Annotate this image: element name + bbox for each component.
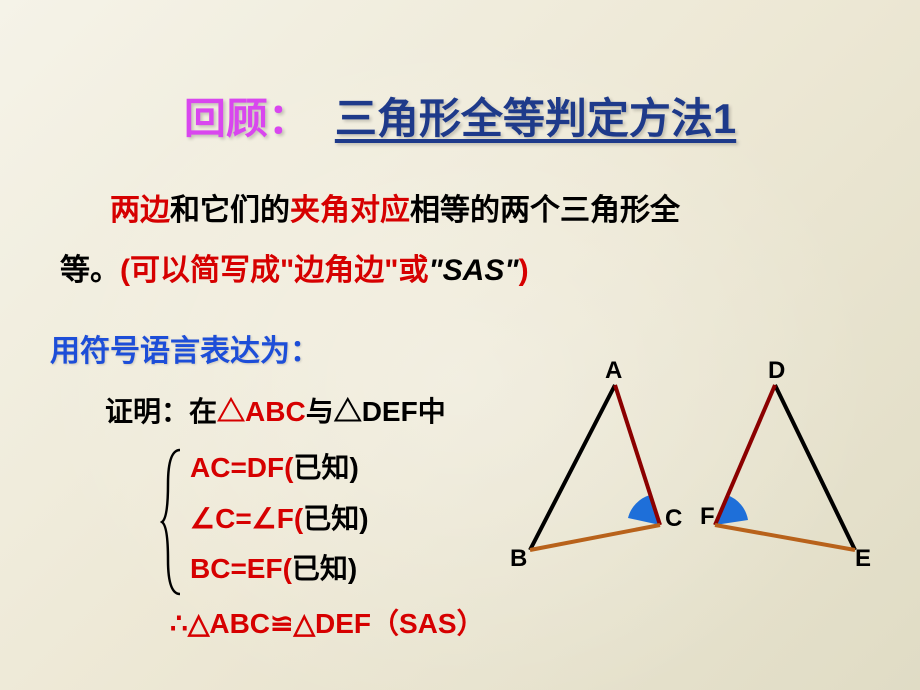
text-sides: 两边 bbox=[110, 194, 170, 227]
side-ab bbox=[530, 385, 615, 550]
text-and-def: 与△DEF中 bbox=[306, 396, 446, 427]
side-bc bbox=[530, 525, 660, 550]
side-de bbox=[775, 385, 855, 550]
cond2-close: ) bbox=[359, 503, 368, 534]
cond1-eq: AC=DF( bbox=[190, 452, 293, 483]
cond3-close: ) bbox=[348, 553, 357, 584]
cond2-eq: ∠C=∠F( bbox=[190, 503, 303, 534]
label-c: C bbox=[665, 505, 682, 533]
title-method: 三角形全等判定方法1 bbox=[335, 85, 736, 146]
text-paren-open: (可以简写成" bbox=[120, 254, 294, 287]
proof-text: 证明：在△ABC与△DEF中 AC=DF(已知) ∠C=∠F(已知) BC=EF… bbox=[40, 385, 510, 642]
symbolic-title: 用符号语言表达为： bbox=[50, 326, 880, 370]
label-e: E bbox=[855, 545, 871, 573]
para-line-2: 等。(可以简写成"边角边"或"SAS") bbox=[60, 241, 860, 301]
slide-content: 回顾： 三角形全等判定方法1 两边和它们的夹角对应相等的两个三角形全 等。(可以… bbox=[0, 0, 920, 682]
text-sas-cn: 边角边 bbox=[294, 254, 384, 287]
cond3-eq: BC=EF( bbox=[190, 553, 292, 584]
label-a: A bbox=[605, 357, 622, 385]
conditions-block: AC=DF(已知) ∠C=∠F(已知) BC=EF(已知) bbox=[105, 443, 510, 594]
cond1-close: ) bbox=[349, 452, 358, 483]
brace-icon bbox=[160, 448, 184, 598]
text-proof-in: 证明：在 bbox=[105, 396, 217, 427]
text-sas-en: "SAS" bbox=[428, 254, 518, 287]
text-triangle-abc: △ABC bbox=[217, 396, 306, 427]
cond1-known: 已知 bbox=[293, 452, 349, 483]
para-line-1: 两边和它们的夹角对应相等的两个三角形全 bbox=[110, 181, 860, 241]
title-row: 回顾： 三角形全等判定方法1 bbox=[40, 85, 880, 146]
side-df bbox=[715, 385, 775, 525]
label-f: F bbox=[700, 503, 715, 531]
text-or: "或 bbox=[384, 254, 428, 287]
condition-2: ∠C=∠F(已知) bbox=[190, 494, 510, 544]
text-paren-close: ) bbox=[519, 254, 529, 287]
proof-intro: 证明：在△ABC与△DEF中 bbox=[105, 385, 510, 438]
triangle-diagram: A B C D E F bbox=[510, 375, 880, 595]
label-d: D bbox=[768, 357, 785, 385]
condition-3: BC=EF(已知) bbox=[190, 544, 510, 594]
text-included-angle: 夹角对应 bbox=[290, 194, 410, 227]
condition-1: AC=DF(已知) bbox=[190, 443, 510, 493]
definition-paragraph: 两边和它们的夹角对应相等的两个三角形全 等。(可以简写成"边角边"或"SAS") bbox=[40, 181, 880, 301]
side-ef bbox=[715, 525, 855, 550]
conclusion: ∴△ABC≌△DEF（SAS） bbox=[105, 602, 510, 642]
text-and: 和它们的 bbox=[170, 194, 290, 227]
title-review: 回顾： bbox=[184, 85, 310, 146]
text-equal: 相等的两个三角形全 bbox=[410, 194, 680, 227]
cond2-known: 已知 bbox=[303, 503, 359, 534]
diagram-svg bbox=[510, 375, 880, 595]
cond3-known: 已知 bbox=[292, 553, 348, 584]
label-b: B bbox=[510, 545, 527, 573]
text-deng: 等。 bbox=[60, 254, 120, 287]
proof-area: 证明：在△ABC与△DEF中 AC=DF(已知) ∠C=∠F(已知) BC=EF… bbox=[40, 385, 880, 642]
